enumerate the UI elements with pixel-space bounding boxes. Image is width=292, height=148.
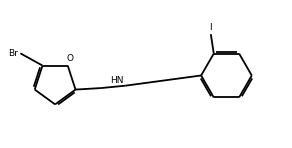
Text: I: I	[209, 23, 212, 32]
Text: HN: HN	[110, 76, 124, 85]
Text: O: O	[66, 54, 73, 63]
Text: Br: Br	[8, 49, 18, 58]
